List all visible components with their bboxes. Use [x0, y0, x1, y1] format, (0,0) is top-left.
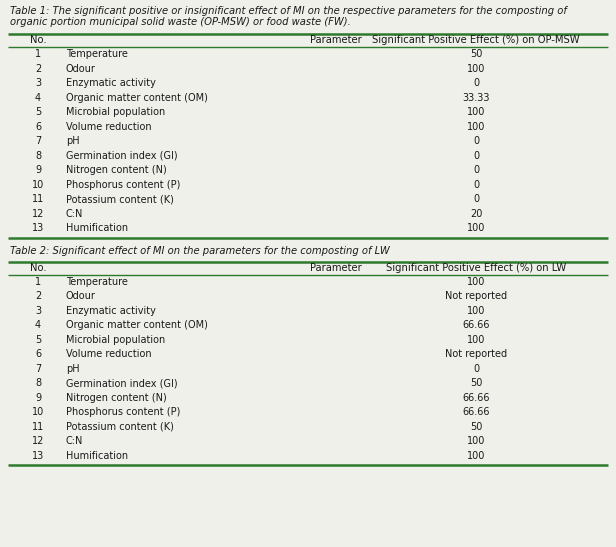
Text: 8: 8 — [35, 151, 41, 161]
Text: 9: 9 — [35, 165, 41, 175]
Text: Significant Positive Effect (%) on OP-MSW: Significant Positive Effect (%) on OP-MS… — [372, 35, 580, 45]
Text: 7: 7 — [35, 364, 41, 374]
Text: Phosphorus content (P): Phosphorus content (P) — [66, 408, 180, 417]
Text: Parameter: Parameter — [310, 35, 362, 45]
Text: 6: 6 — [35, 122, 41, 132]
Text: 2: 2 — [35, 64, 41, 74]
Text: 0: 0 — [473, 165, 479, 175]
Text: Temperature: Temperature — [66, 49, 128, 59]
Text: Potassium content (K): Potassium content (K) — [66, 422, 174, 432]
Text: 100: 100 — [467, 277, 485, 287]
Text: 7: 7 — [35, 136, 41, 146]
Text: Nitrogen content (N): Nitrogen content (N) — [66, 393, 167, 403]
Text: Table 1: The significant positive or insignificant effect of MI on the respectiv: Table 1: The significant positive or ins… — [10, 6, 567, 16]
Text: Odour: Odour — [66, 291, 96, 301]
Text: 5: 5 — [35, 335, 41, 345]
Text: 66.66: 66.66 — [462, 408, 490, 417]
Text: Enzymatic activity: Enzymatic activity — [66, 78, 156, 88]
Text: C:N: C:N — [66, 437, 83, 446]
Text: 100: 100 — [467, 306, 485, 316]
Text: Phosphorus content (P): Phosphorus content (P) — [66, 180, 180, 190]
Text: 0: 0 — [473, 364, 479, 374]
Text: 0: 0 — [473, 180, 479, 190]
Text: 50: 50 — [470, 49, 482, 59]
Text: Potassium content (K): Potassium content (K) — [66, 194, 174, 204]
Text: 100: 100 — [467, 122, 485, 132]
Text: Humification: Humification — [66, 223, 128, 233]
Text: 3: 3 — [35, 306, 41, 316]
Text: 1: 1 — [35, 49, 41, 59]
Text: 50: 50 — [470, 422, 482, 432]
Text: 0: 0 — [473, 194, 479, 204]
Text: No.: No. — [30, 35, 46, 45]
Text: 100: 100 — [467, 335, 485, 345]
Text: Temperature: Temperature — [66, 277, 128, 287]
Text: 100: 100 — [467, 451, 485, 461]
Text: Not reported: Not reported — [445, 349, 507, 359]
Text: pH: pH — [66, 136, 79, 146]
Text: Parameter: Parameter — [310, 263, 362, 273]
Text: 20: 20 — [470, 209, 482, 219]
Text: Volume reduction: Volume reduction — [66, 122, 152, 132]
Text: Organic matter content (OM): Organic matter content (OM) — [66, 93, 208, 103]
Text: 5: 5 — [35, 107, 41, 117]
Text: C:N: C:N — [66, 209, 83, 219]
Text: Enzymatic activity: Enzymatic activity — [66, 306, 156, 316]
Text: 4: 4 — [35, 320, 41, 330]
Text: pH: pH — [66, 364, 79, 374]
Text: Nitrogen content (N): Nitrogen content (N) — [66, 165, 167, 175]
Text: 8: 8 — [35, 378, 41, 388]
Text: Not reported: Not reported — [445, 291, 507, 301]
Text: 11: 11 — [32, 194, 44, 204]
Text: 50: 50 — [470, 378, 482, 388]
Text: 0: 0 — [473, 151, 479, 161]
Text: 6: 6 — [35, 349, 41, 359]
Text: Humification: Humification — [66, 451, 128, 461]
Text: 13: 13 — [32, 223, 44, 233]
Text: 13: 13 — [32, 451, 44, 461]
Text: 2: 2 — [35, 291, 41, 301]
Text: 12: 12 — [32, 209, 44, 219]
Text: Microbial population: Microbial population — [66, 107, 165, 117]
Text: 33.33: 33.33 — [462, 93, 490, 103]
Text: Table 2: Significant effect of MI on the parameters for the composting of LW: Table 2: Significant effect of MI on the… — [10, 246, 390, 255]
Text: 0: 0 — [473, 78, 479, 88]
Text: 4: 4 — [35, 93, 41, 103]
Text: 11: 11 — [32, 422, 44, 432]
Text: 100: 100 — [467, 223, 485, 233]
Text: Germination index (GI): Germination index (GI) — [66, 378, 177, 388]
Text: 66.66: 66.66 — [462, 393, 490, 403]
Text: 3: 3 — [35, 78, 41, 88]
Text: 100: 100 — [467, 64, 485, 74]
Text: 100: 100 — [467, 437, 485, 446]
Text: Volume reduction: Volume reduction — [66, 349, 152, 359]
Text: 0: 0 — [473, 136, 479, 146]
Text: 10: 10 — [32, 408, 44, 417]
Text: No.: No. — [30, 263, 46, 273]
Text: organic portion municipal solid waste (OP-MSW) or food waste (FW).: organic portion municipal solid waste (O… — [10, 17, 351, 27]
Text: 12: 12 — [32, 437, 44, 446]
Text: 100: 100 — [467, 107, 485, 117]
Text: Germination index (GI): Germination index (GI) — [66, 151, 177, 161]
Text: Odour: Odour — [66, 64, 96, 74]
Text: Significant Positive Effect (%) on LW: Significant Positive Effect (%) on LW — [386, 263, 566, 273]
Text: 66.66: 66.66 — [462, 320, 490, 330]
Text: Organic matter content (OM): Organic matter content (OM) — [66, 320, 208, 330]
Text: 9: 9 — [35, 393, 41, 403]
Text: 10: 10 — [32, 180, 44, 190]
Text: 1: 1 — [35, 277, 41, 287]
Text: Microbial population: Microbial population — [66, 335, 165, 345]
